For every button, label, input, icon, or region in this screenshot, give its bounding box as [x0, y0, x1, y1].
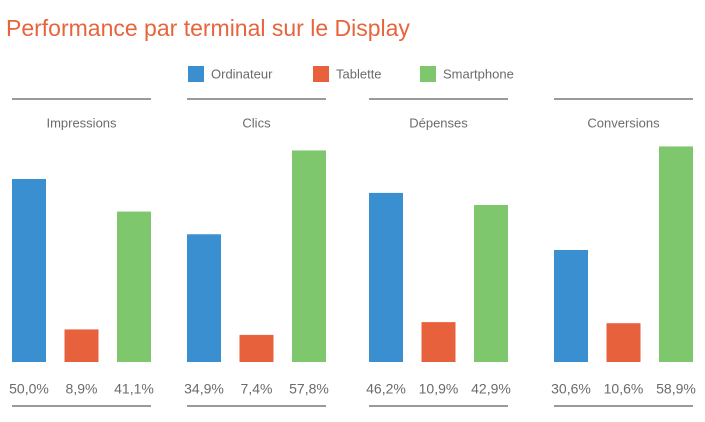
- value-label: 10,6%: [604, 381, 644, 397]
- panel-title: Clics: [242, 115, 271, 130]
- legend-text: Tablette: [336, 66, 382, 81]
- value-label: 30,6%: [551, 381, 591, 397]
- value-label: 57,8%: [289, 381, 329, 397]
- bar: [117, 211, 151, 362]
- value-label: 41,1%: [114, 381, 154, 397]
- bar: [421, 322, 456, 362]
- bar: [474, 204, 508, 362]
- chart-title: Performance par terminal sur le Display: [6, 15, 410, 41]
- legend-text: Smartphone: [443, 66, 514, 81]
- legend-swatch: [313, 66, 329, 82]
- value-label: 34,9%: [184, 381, 224, 397]
- bar: [187, 234, 221, 362]
- value-label: 42,9%: [471, 381, 511, 397]
- legend-text: Ordinateur: [211, 66, 273, 81]
- legend-swatch: [420, 66, 436, 82]
- bar: [64, 329, 99, 362]
- bar: [554, 250, 588, 362]
- value-label: 10,9%: [419, 381, 459, 397]
- bar: [292, 150, 326, 362]
- value-label: 8,9%: [66, 381, 98, 397]
- value-label: 46,2%: [366, 381, 406, 397]
- bar: [239, 334, 274, 362]
- value-label: 7,4%: [241, 381, 273, 397]
- bar: [606, 323, 641, 362]
- legend-swatch: [188, 66, 204, 82]
- bar: [12, 179, 46, 362]
- value-label: 50,0%: [9, 381, 49, 397]
- bar: [659, 146, 693, 362]
- panel-title: Conversions: [587, 115, 660, 130]
- bar: [369, 192, 403, 362]
- panel-title: Dépenses: [409, 115, 468, 130]
- panel-title: Impressions: [46, 115, 117, 130]
- value-label: 58,9%: [656, 381, 696, 397]
